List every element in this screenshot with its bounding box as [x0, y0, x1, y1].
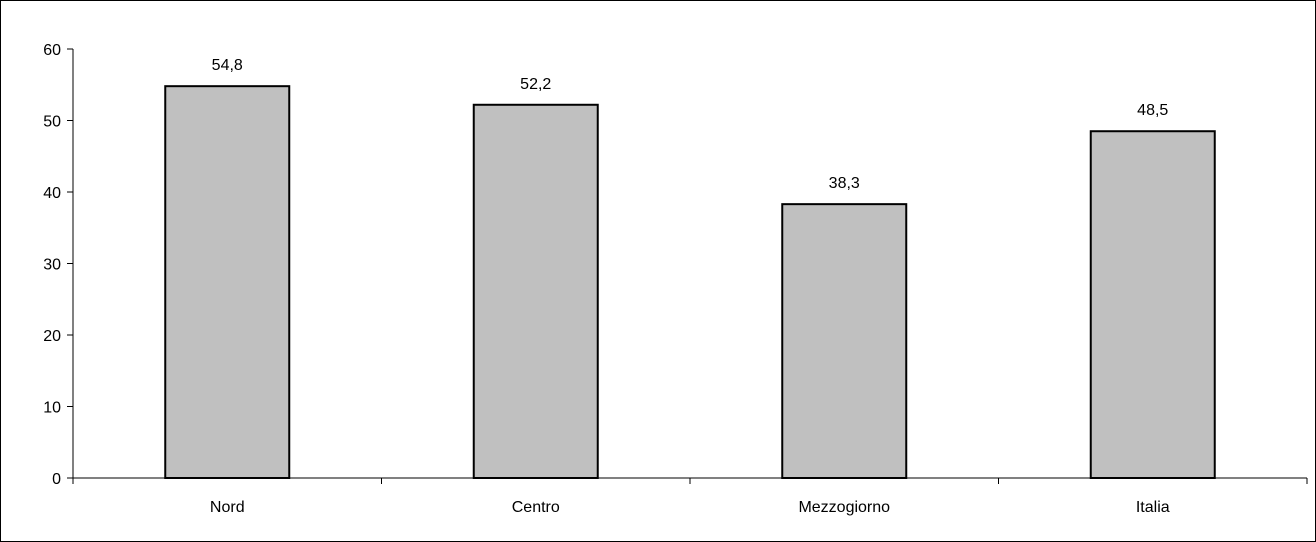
- y-axis: 0 10 20 30 40 50 60: [43, 42, 74, 488]
- bar-mezzogiorno: [781, 203, 908, 479]
- y-tick-label: 10: [43, 400, 61, 417]
- y-tick-label: 60: [43, 42, 61, 59]
- data-labels: 54,8 52,2 38,3 48,5: [212, 57, 1169, 192]
- y-tick-label: 50: [43, 114, 61, 131]
- bar-nord: [164, 85, 291, 480]
- y-tick-label: 0: [52, 471, 61, 488]
- x-tick-label: Mezzogiorno: [798, 499, 890, 516]
- x-axis: Nord Centro Mezzogiorno Italia: [72, 477, 1308, 516]
- y-tick-label: 40: [43, 185, 61, 202]
- y-tick-label: 30: [43, 257, 61, 274]
- data-label: 38,3: [829, 175, 860, 192]
- data-label: 54,8: [212, 57, 243, 74]
- bar-centro: [472, 103, 599, 480]
- x-tick-label: Italia: [1136, 499, 1170, 516]
- x-tick-label: Nord: [210, 499, 245, 516]
- data-label: 52,2: [520, 76, 551, 93]
- y-tick-label: 20: [43, 328, 61, 345]
- x-tick-label: Centro: [512, 499, 560, 516]
- data-label: 48,5: [1137, 102, 1168, 119]
- bars: [164, 85, 1216, 480]
- bar-italia: [1089, 130, 1216, 479]
